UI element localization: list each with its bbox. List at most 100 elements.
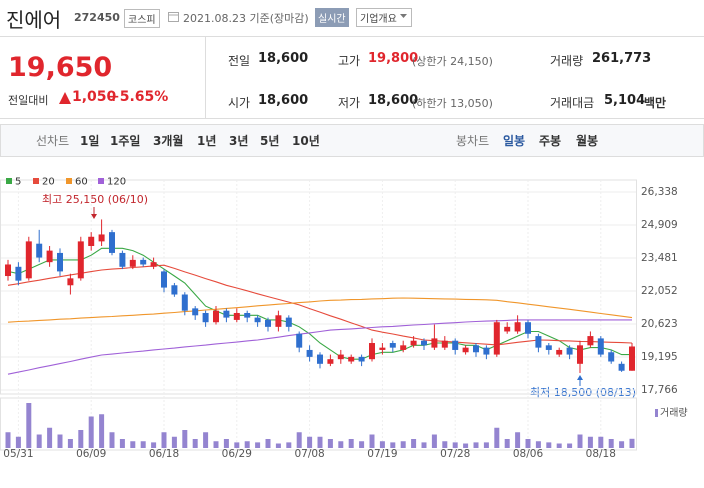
candle-tab[interactable]: 주봉 [539, 134, 562, 148]
volume-bar [390, 442, 396, 448]
candle-body [452, 340, 459, 350]
volume-bar [473, 442, 479, 448]
company-info-button[interactable]: 기업개요 [356, 8, 412, 27]
volume-bar [161, 432, 167, 448]
volume-bar [567, 443, 573, 448]
x-tick-label: 05/31 [3, 448, 33, 460]
candle-body [181, 294, 188, 311]
volume-bar [67, 439, 73, 448]
y-tick-label: 23,481 [641, 252, 678, 264]
tab-group-label: 선차트 [36, 134, 70, 148]
legend-label: 60 [75, 177, 88, 188]
volume-bar [525, 439, 531, 448]
volume-bar [452, 442, 458, 448]
period-tab[interactable]: 1주일 [110, 134, 141, 148]
candle-body [556, 349, 563, 355]
volume-bar [182, 430, 188, 448]
period-tab[interactable]: 5년 [260, 134, 280, 148]
candle-body [587, 336, 594, 346]
candle-tab[interactable]: 월봉 [576, 134, 599, 148]
candle-body [233, 312, 240, 320]
volume-bar [359, 441, 365, 448]
stat-value: 18,600 [258, 93, 309, 108]
chart: 최고 25,150 (06/10) 최저 18,500 (08/13) 17,7… [0, 177, 688, 460]
candle-body [462, 347, 469, 353]
candle-body [244, 312, 251, 318]
legend-swatch [6, 178, 12, 184]
candle-tab-active[interactable]: 일봉 [503, 134, 526, 148]
candle-body [441, 340, 448, 348]
volume-bar [99, 414, 105, 448]
volume-bar [338, 441, 344, 448]
divider [0, 118, 704, 119]
volume-bar [556, 443, 562, 448]
candle-body [493, 322, 500, 355]
candle-body [566, 347, 573, 355]
x-tick-label: 06/18 [149, 448, 179, 460]
volume-bar [223, 439, 229, 448]
current-price: 19,650 [8, 52, 113, 83]
volume-bar [109, 432, 115, 448]
stat-label: 거래대금 [550, 96, 595, 110]
volume-bar [629, 438, 635, 448]
candle-body [254, 317, 261, 323]
change-label: 전일대비 [8, 94, 49, 107]
period-tab[interactable]: 3년 [229, 134, 249, 148]
volume-bar [296, 432, 302, 448]
candle-body [337, 354, 344, 360]
stat-value: 5,104 [604, 93, 646, 108]
volume-bar [535, 441, 541, 448]
candle-body [317, 354, 323, 364]
volume-bar [400, 441, 406, 448]
y-tick-label: 19,195 [641, 351, 678, 363]
period-tab[interactable]: 1일 [80, 134, 100, 148]
change-amount: 1,050 [72, 89, 117, 105]
volume-bar [587, 436, 593, 448]
volume-bar [286, 442, 292, 448]
volume-bar [119, 439, 125, 448]
volume-bar [421, 442, 427, 448]
stat-note: (상한가 24,150) [412, 55, 493, 68]
candle-body [431, 338, 438, 348]
candle-body [265, 319, 271, 327]
candle-body [389, 343, 396, 348]
tab-group-label: 봉차트 [456, 134, 490, 148]
stat-value: 18,600 [258, 51, 309, 66]
volume-frame [0, 397, 637, 451]
candle-body [629, 346, 635, 371]
candle-body [192, 308, 199, 316]
candle-body [306, 349, 313, 357]
volume-bar [379, 441, 385, 448]
candle-body [473, 345, 479, 353]
volume-bar [151, 442, 157, 448]
volume-bar [171, 436, 177, 448]
volume-bar [140, 441, 146, 448]
y-tick-label: 26,338 [641, 186, 678, 198]
period-tab[interactable]: 3개월 [153, 134, 184, 148]
candle-body [57, 252, 63, 272]
volume-bar [619, 441, 625, 448]
x-tick-label: 06/29 [222, 448, 252, 460]
volume-bar [5, 432, 11, 448]
volume-bar [442, 441, 448, 448]
candle-body [275, 315, 282, 327]
volume-bar [348, 439, 354, 448]
candle-body [597, 338, 604, 355]
change-rate: +5.65% [108, 89, 169, 105]
plot-layer: 17,766 19,195 20,623 22,052 23,481 24,909 26,3… [0, 177, 688, 460]
candle-body [379, 347, 386, 350]
stat-value: 19,800 [368, 51, 419, 66]
volume-bar [411, 439, 417, 448]
x-tick-label: 08/06 [513, 448, 544, 460]
period-tab[interactable]: 10년 [292, 134, 320, 148]
realtime-button[interactable]: 실시간 [315, 8, 349, 27]
y-tick-label: 22,052 [641, 285, 678, 297]
up-arrow-icon [59, 92, 71, 104]
period-tab[interactable]: 1년 [197, 134, 217, 148]
volume-legend-swatch [655, 409, 658, 417]
x-tick-label: 06/09 [76, 448, 106, 460]
legend-label: 20 [42, 177, 55, 188]
stat-label: 고가 [338, 54, 361, 68]
x-tick-label: 07/28 [440, 448, 470, 460]
